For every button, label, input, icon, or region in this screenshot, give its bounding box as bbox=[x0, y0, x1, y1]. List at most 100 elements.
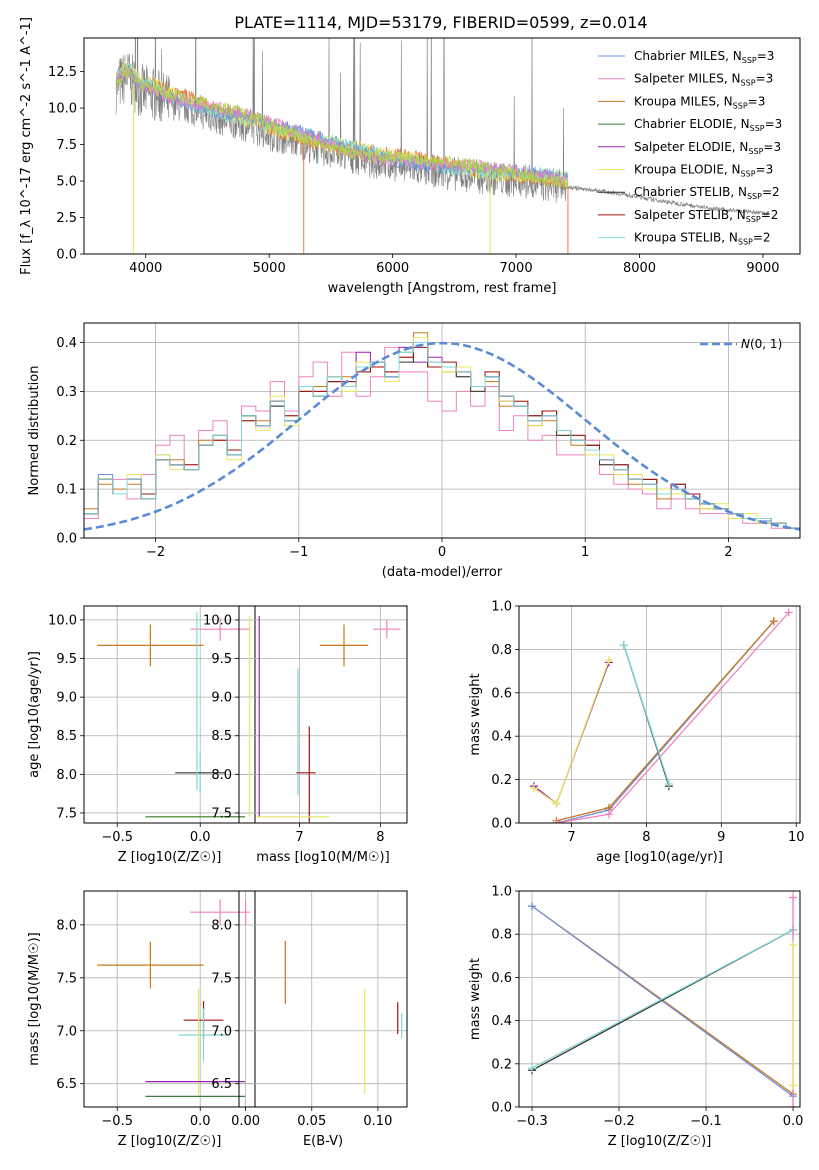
x-tick-label: 8000 bbox=[623, 261, 656, 276]
legend-label: Chabrier MILES, NSSP=3 bbox=[634, 49, 774, 65]
y-tick-label: 9.0 bbox=[56, 691, 77, 706]
x-tick-label: −0.5 bbox=[101, 830, 133, 845]
errorbar-point bbox=[190, 899, 251, 925]
y-tick-label: 5.0 bbox=[56, 175, 77, 190]
axes-frame bbox=[238, 605, 408, 824]
model-spectrum-line bbox=[115, 67, 569, 189]
y-tick-label: 8.0 bbox=[211, 768, 232, 783]
panel-weight_vs_Z: −0.3 −0.2 −0.1 0.0 0.0 0.2 0.4 0.6 0.8 1.0 Z [log1… bbox=[468, 885, 803, 1150]
legend-label-sub: SSP bbox=[746, 215, 761, 224]
x-tick-label: 7000 bbox=[500, 261, 533, 276]
y-tick-label: 0.0 bbox=[56, 248, 77, 263]
weight-marker bbox=[789, 941, 798, 949]
x-tick-label: 0.0 bbox=[190, 1114, 211, 1129]
panel-spectrum: 4000 5000 6000 7000 8000 9000 0.0 2.5 5.0 7.5 10.0… bbox=[19, 17, 801, 296]
legend-label-sub: SSP bbox=[741, 170, 756, 179]
y-tick-label: 0.6 bbox=[491, 686, 512, 701]
panel-residuals: −2 −1 0 1 2 0.0 0.1 0.2 0.3 0.4 (data-model)/error… bbox=[27, 322, 801, 580]
legend-label-main: Chabrier STELIB, N bbox=[634, 185, 747, 199]
y-tick-label: 7.0 bbox=[211, 1024, 232, 1039]
x-tick-label: 0.0 bbox=[783, 1114, 804, 1129]
legend-label: Salpeter ELODIE, NSSP=3 bbox=[634, 140, 781, 156]
y-tick-label: 7.5 bbox=[211, 806, 232, 821]
axes-frame bbox=[518, 605, 801, 824]
x-tick-label: 5000 bbox=[253, 261, 286, 276]
x-tick-label: 0 bbox=[438, 545, 446, 560]
axes-frame bbox=[83, 605, 256, 824]
y-tick-label: 7.5 bbox=[56, 971, 77, 986]
legend-label: Chabrier ELODIE, NSSP=3 bbox=[634, 117, 782, 133]
weight-marker bbox=[604, 656, 613, 665]
legend-label-sub: SSP bbox=[747, 192, 762, 201]
y-tick-label: 0.3 bbox=[56, 385, 77, 400]
legend-label-gaussian: N(0, 1) bbox=[741, 337, 782, 351]
legend-label: Kroupa ELODIE, NSSP=3 bbox=[634, 163, 773, 179]
errorbar-point bbox=[178, 1008, 229, 1062]
weight-marker bbox=[529, 784, 538, 793]
figure-title: PLATE=1114, MJD=53179, FIBERID=0599, z=0… bbox=[234, 13, 647, 32]
legend-label-sub: SSP bbox=[748, 147, 763, 156]
y-tick-label: 9.5 bbox=[211, 652, 232, 667]
x-axis-label: age [log10(age/yr)] bbox=[596, 850, 723, 865]
weight-marker bbox=[789, 893, 798, 902]
y-axis-label: Normed distribution bbox=[27, 366, 42, 496]
y-tick-label: 6.5 bbox=[56, 1077, 77, 1092]
legend-label-suffix: =3 bbox=[748, 94, 766, 108]
weight-marker bbox=[552, 799, 561, 808]
legend-gaussian-symbol: N bbox=[741, 337, 750, 351]
x-tick-label: 8 bbox=[642, 830, 650, 845]
plot-area bbox=[528, 893, 798, 1107]
y-tick-label: 8.0 bbox=[211, 918, 232, 933]
histogram-series-kroupa-stelib bbox=[84, 342, 800, 538]
plot-area bbox=[84, 332, 800, 538]
plot-area bbox=[115, 38, 770, 254]
x-axis-label: Z [log10(Z/Z☉)] bbox=[118, 1134, 222, 1149]
plot-area bbox=[97, 899, 251, 1098]
legend-label: Chabrier STELIB, NSSP=2 bbox=[634, 185, 780, 201]
y-tick-label: 1.0 bbox=[491, 885, 512, 900]
x-tick-label: −0.1 bbox=[690, 1114, 722, 1129]
x-axis-label: mass [log10(M/M☉)] bbox=[256, 850, 389, 865]
axes-frame bbox=[83, 37, 801, 255]
axes-frame bbox=[518, 890, 801, 1108]
y-tick-label: 7.5 bbox=[56, 806, 77, 821]
panel-mass_vs_ebv: 0.00 0.05 0.10 6.5 7.0 7.5 8.0 E(B-V) bbox=[211, 890, 408, 1149]
y-tick-label: 0.6 bbox=[491, 971, 512, 986]
y-tick-label: 1.0 bbox=[491, 600, 512, 615]
y-axis-label: mass weight bbox=[468, 673, 483, 755]
legend-label-suffix: =2 bbox=[762, 185, 780, 199]
legend-label-suffix: =3 bbox=[765, 117, 783, 131]
model-spectrum-line bbox=[115, 66, 569, 188]
y-tick-label: 0.8 bbox=[491, 643, 512, 658]
x-tick-label: 0.0 bbox=[190, 830, 211, 845]
x-tick-label: −0.2 bbox=[603, 1114, 635, 1129]
y-tick-label: 8.5 bbox=[211, 729, 232, 744]
weight-marker bbox=[619, 641, 628, 650]
weight-marker bbox=[552, 819, 561, 823]
legend-gaussian-args: (0, 1) bbox=[750, 337, 782, 351]
axes-frame bbox=[83, 890, 256, 1108]
legend-label-main: Kroupa ELODIE, N bbox=[634, 163, 741, 177]
y-tick-label: 10.0 bbox=[203, 613, 232, 628]
legend-label-suffix: =3 bbox=[756, 72, 774, 86]
x-axis-label: wavelength [Angstrom, rest frame] bbox=[328, 281, 557, 296]
plot-area bbox=[245, 899, 403, 1095]
legend-label-suffix: =3 bbox=[756, 163, 774, 177]
y-tick-label: 0.8 bbox=[491, 928, 512, 943]
weight-marker bbox=[528, 902, 537, 911]
weight-line bbox=[623, 644, 670, 785]
axes-frame bbox=[238, 890, 408, 1108]
x-tick-label: 2 bbox=[724, 545, 732, 560]
errorbar-point bbox=[97, 624, 204, 667]
y-tick-label: 2.5 bbox=[56, 211, 77, 226]
weight-marker bbox=[789, 1081, 798, 1090]
x-tick-label: −0.3 bbox=[516, 1114, 548, 1129]
legend-label-main: Kroupa MILES, N bbox=[634, 94, 733, 108]
errorbar-point bbox=[190, 617, 251, 641]
y-tick-label: 0.4 bbox=[491, 730, 512, 745]
legend-label-sub: SSP bbox=[742, 56, 757, 65]
weight-line bbox=[556, 620, 775, 822]
y-tick-label: 7.0 bbox=[56, 1024, 77, 1039]
errorbar-point bbox=[319, 624, 369, 667]
legend-label-sub: SSP bbox=[733, 101, 748, 110]
